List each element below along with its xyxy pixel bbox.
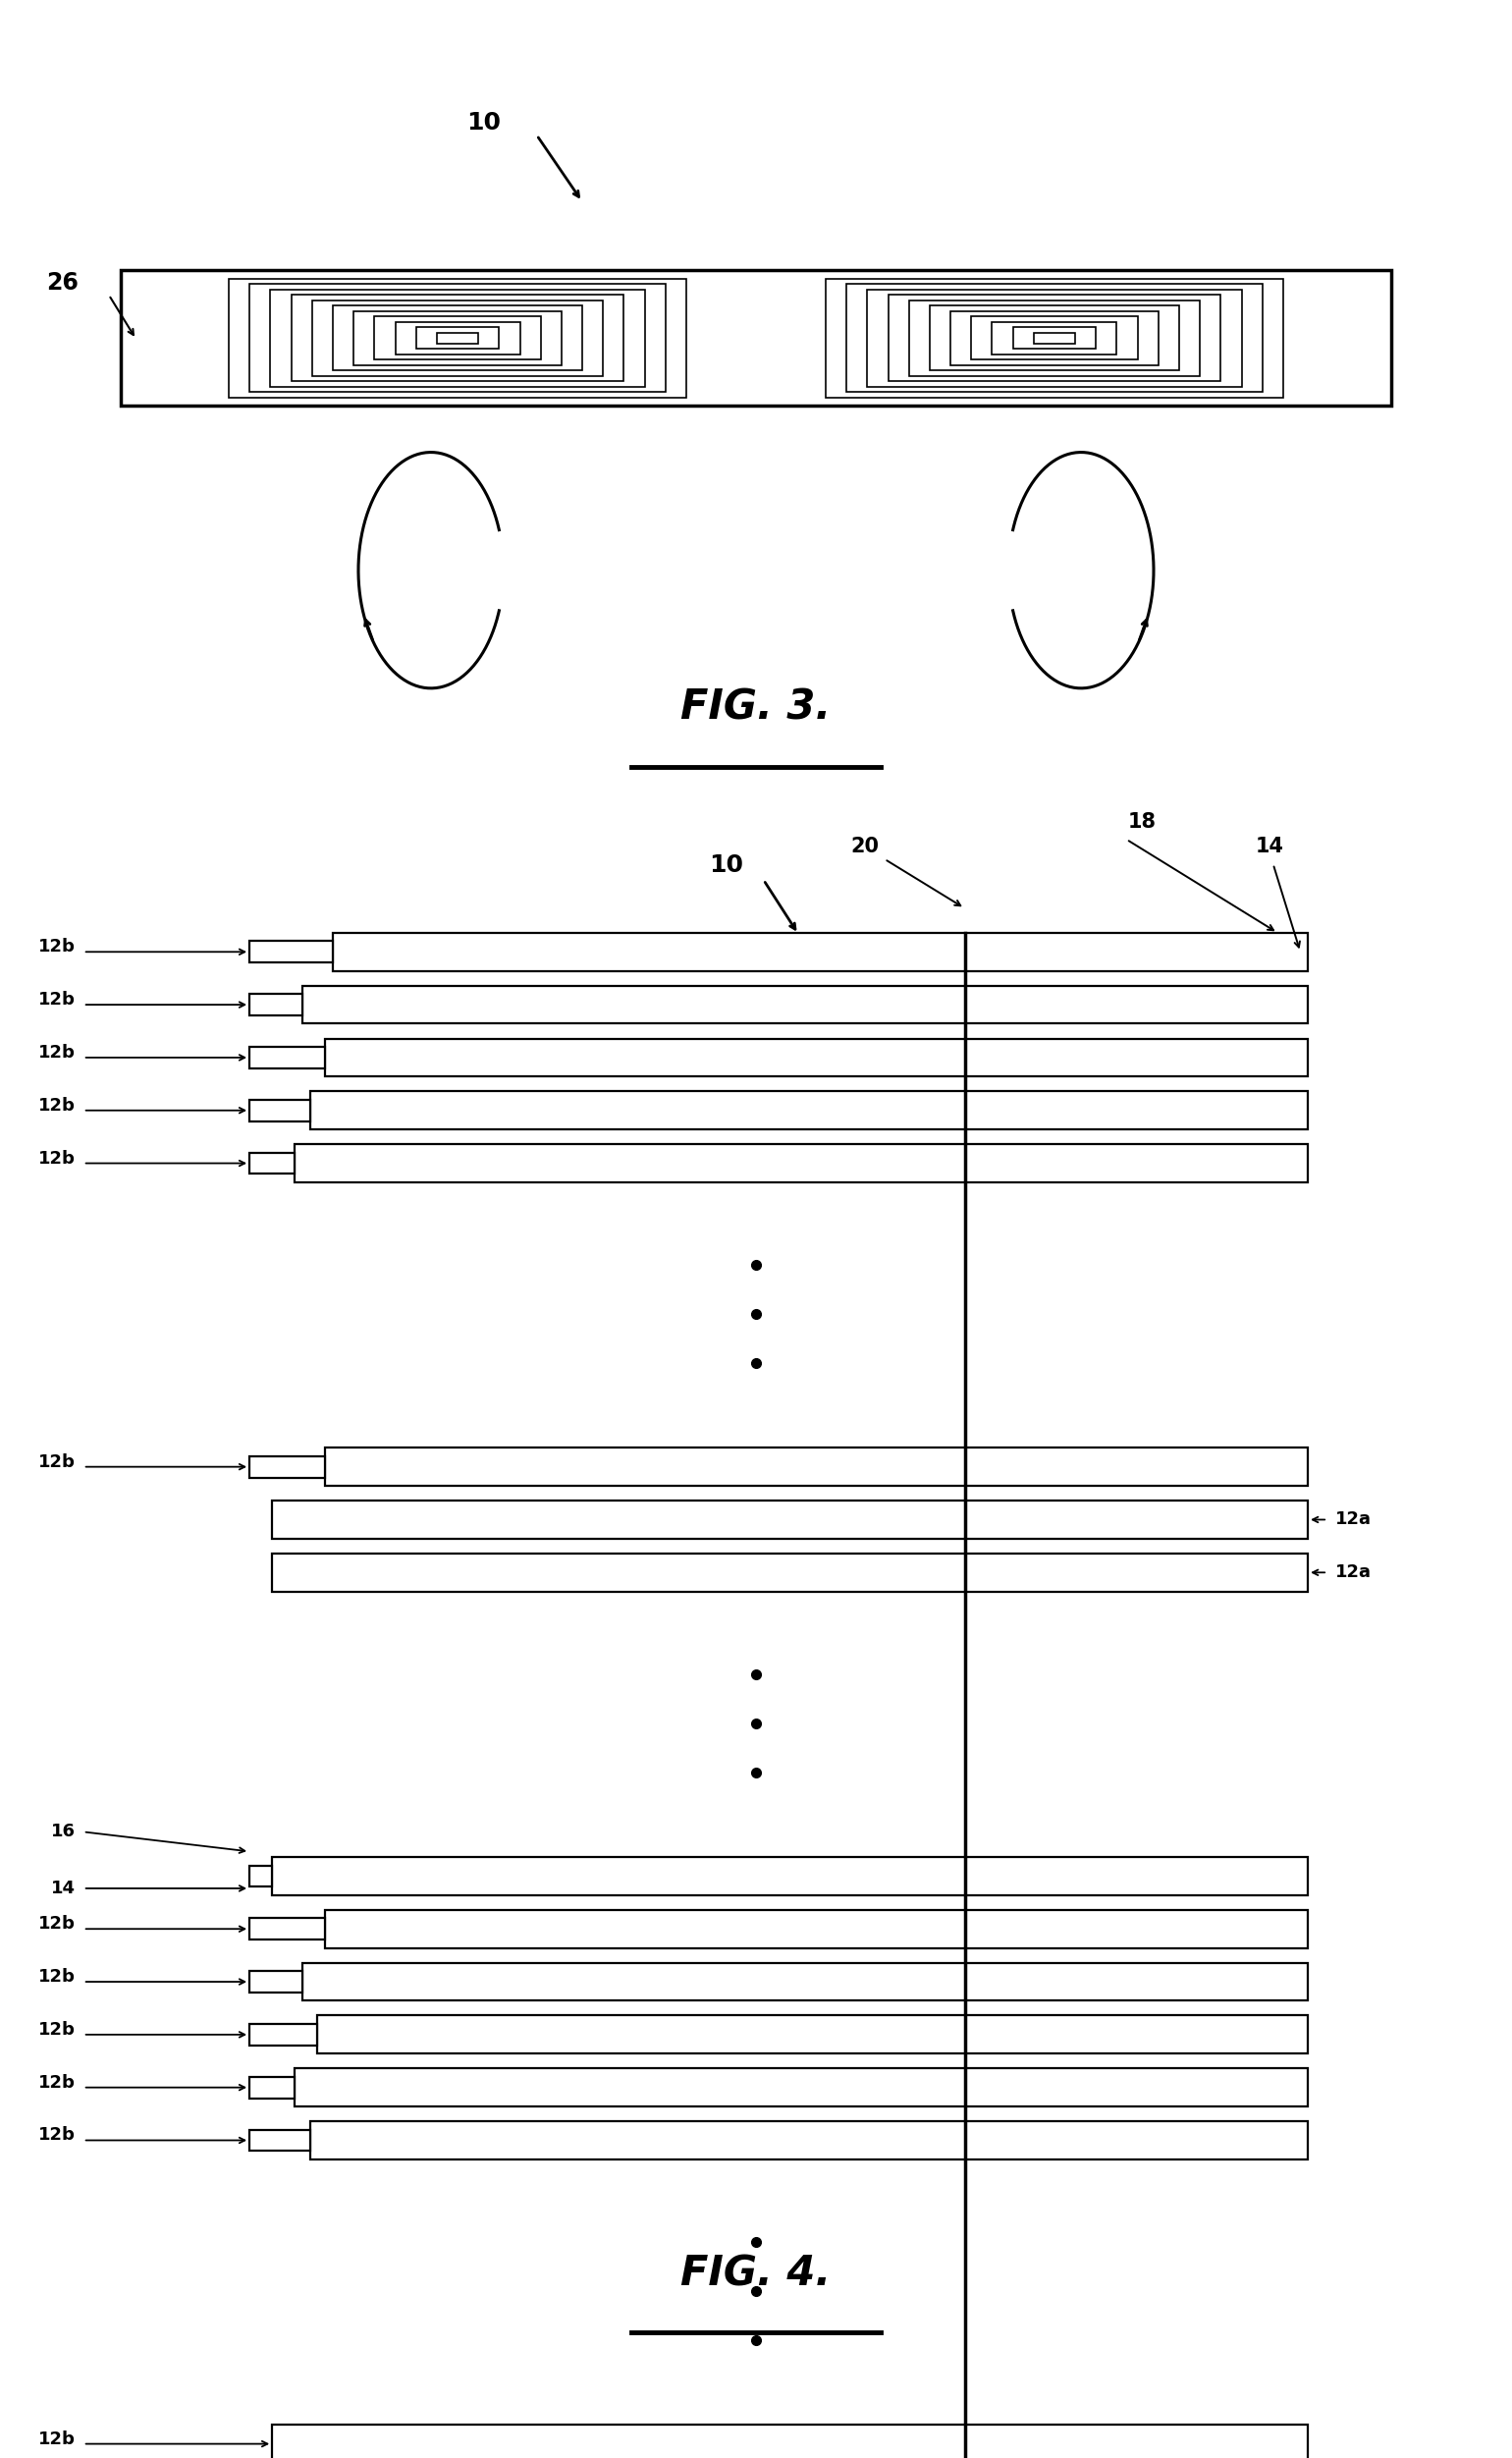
Bar bbox=[249, 2023, 318, 2045]
Bar bbox=[888, 295, 1220, 381]
Bar bbox=[868, 290, 1241, 386]
Bar bbox=[292, 295, 624, 381]
Text: 20: 20 bbox=[851, 838, 878, 855]
Text: 12b: 12b bbox=[38, 2431, 76, 2448]
Text: 18: 18 bbox=[1128, 814, 1155, 831]
Bar bbox=[333, 305, 582, 371]
Text: 10: 10 bbox=[709, 853, 742, 878]
Bar bbox=[395, 322, 520, 354]
Bar bbox=[302, 1961, 1308, 2001]
Bar bbox=[249, 1099, 310, 1121]
Text: FIG. 3.: FIG. 3. bbox=[680, 688, 832, 728]
Bar bbox=[249, 1866, 272, 1888]
Bar bbox=[121, 270, 1391, 406]
Bar bbox=[1013, 327, 1096, 349]
Bar bbox=[1034, 332, 1075, 344]
Text: 12b: 12b bbox=[38, 2126, 76, 2143]
Bar bbox=[295, 2070, 1308, 2107]
Text: 12b: 12b bbox=[38, 1150, 76, 1168]
Bar bbox=[249, 1047, 325, 1069]
Bar bbox=[249, 2077, 295, 2099]
Bar bbox=[249, 1455, 325, 1477]
Bar bbox=[325, 1040, 1308, 1077]
Bar bbox=[847, 285, 1263, 393]
Bar bbox=[992, 322, 1117, 354]
Text: FIG. 4.: FIG. 4. bbox=[680, 2254, 832, 2293]
Bar bbox=[249, 993, 302, 1015]
Bar bbox=[826, 278, 1284, 398]
Text: 12b: 12b bbox=[38, 991, 76, 1008]
Bar bbox=[310, 2121, 1308, 2161]
Bar bbox=[909, 300, 1201, 376]
Bar bbox=[375, 317, 541, 359]
Text: 12b: 12b bbox=[38, 2075, 76, 2092]
Bar bbox=[325, 1448, 1308, 1485]
Bar bbox=[228, 278, 686, 398]
Text: 12b: 12b bbox=[38, 1915, 76, 1932]
Bar bbox=[302, 986, 1308, 1023]
Bar bbox=[333, 934, 1308, 971]
Bar bbox=[272, 2424, 1308, 2458]
Text: 26: 26 bbox=[47, 270, 79, 295]
Bar bbox=[272, 1499, 1308, 1539]
Bar bbox=[310, 1091, 1308, 1131]
Text: 12a: 12a bbox=[1335, 1512, 1371, 1529]
Bar bbox=[325, 1910, 1308, 1947]
Bar bbox=[272, 1553, 1308, 1593]
Text: 12b: 12b bbox=[38, 2020, 76, 2038]
Bar bbox=[951, 312, 1158, 366]
Bar bbox=[249, 941, 333, 964]
Text: 10: 10 bbox=[467, 111, 500, 135]
Bar bbox=[971, 317, 1137, 359]
Bar bbox=[249, 1971, 302, 1993]
Bar bbox=[249, 2129, 310, 2151]
Text: 14: 14 bbox=[1256, 838, 1284, 855]
Bar bbox=[437, 332, 478, 344]
Bar bbox=[271, 290, 644, 386]
Text: 16: 16 bbox=[51, 1824, 76, 1841]
Bar bbox=[272, 1858, 1308, 1895]
Bar bbox=[249, 285, 665, 393]
Bar bbox=[318, 2016, 1308, 2055]
Text: 12b: 12b bbox=[38, 1096, 76, 1113]
Text: 12a: 12a bbox=[1335, 1563, 1371, 1580]
Text: 12b: 12b bbox=[38, 1453, 76, 1470]
Bar bbox=[416, 327, 499, 349]
Bar bbox=[311, 300, 603, 376]
Text: 12b: 12b bbox=[38, 1045, 76, 1062]
Text: 14: 14 bbox=[51, 1880, 76, 1898]
Bar bbox=[354, 312, 561, 366]
Bar bbox=[930, 305, 1179, 371]
Bar bbox=[295, 1145, 1308, 1182]
Text: 12b: 12b bbox=[38, 939, 76, 956]
Bar bbox=[249, 1153, 295, 1175]
Bar bbox=[249, 1917, 325, 1939]
Text: 12b: 12b bbox=[38, 1969, 76, 1986]
